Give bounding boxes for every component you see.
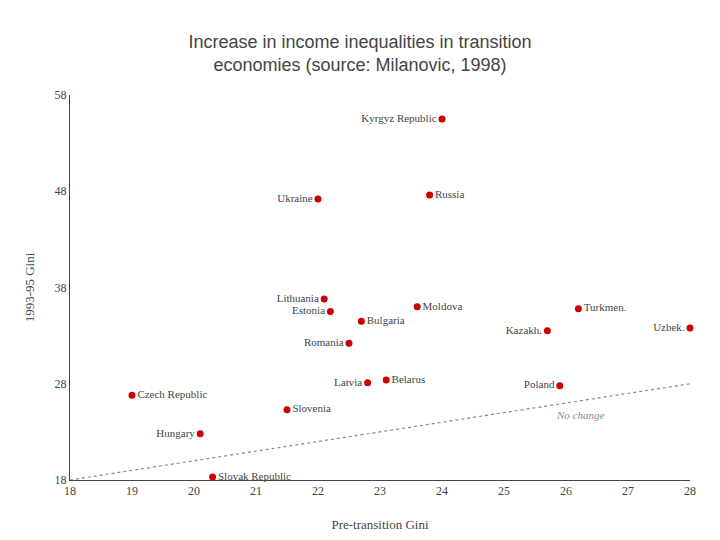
svg-text:Turkmen.: Turkmen.	[584, 301, 627, 313]
svg-text:28: 28	[55, 377, 67, 391]
svg-text:19: 19	[126, 484, 138, 498]
svg-text:Uzbek.: Uzbek.	[653, 321, 685, 333]
svg-text:25: 25	[498, 484, 510, 498]
svg-text:23: 23	[374, 484, 386, 498]
svg-text:Hungary: Hungary	[156, 427, 195, 439]
svg-text:Slovenia: Slovenia	[292, 402, 331, 414]
svg-text:38: 38	[55, 281, 67, 295]
svg-text:27: 27	[622, 484, 634, 498]
svg-text:28: 28	[684, 484, 696, 498]
svg-text:Kyrgyz Republic: Kyrgyz Republic	[361, 112, 436, 124]
svg-text:26: 26	[560, 484, 572, 498]
svg-text:Moldova: Moldova	[423, 300, 463, 312]
svg-text:Czech Republic: Czech Republic	[137, 388, 207, 400]
svg-text:18: 18	[64, 484, 76, 498]
svg-text:58: 58	[55, 88, 67, 102]
svg-text:Increase in income inequalitie: Increase in income inequalities in trans…	[188, 32, 531, 75]
svg-text:Belarus: Belarus	[392, 373, 426, 385]
svg-text:24: 24	[436, 484, 448, 498]
svg-text:1993-95 Gini: 1993-95 Gini	[22, 252, 37, 322]
svg-text:Latvia: Latvia	[334, 376, 362, 388]
svg-text:Pre-transition Gini: Pre-transition Gini	[331, 517, 429, 532]
svg-text:Bulgaria: Bulgaria	[367, 314, 405, 326]
svg-text:Russia: Russia	[435, 188, 464, 200]
svg-text:Estonia: Estonia	[292, 304, 325, 316]
svg-text:20: 20	[188, 484, 200, 498]
svg-text:No change: No change	[556, 409, 604, 421]
svg-text:Lithuania: Lithuania	[277, 292, 319, 304]
svg-text:18: 18	[55, 473, 67, 487]
svg-text:Poland: Poland	[524, 378, 555, 390]
svg-text:48: 48	[55, 184, 67, 198]
svg-text:Kazakh.: Kazakh.	[506, 324, 543, 336]
svg-text:Slovak Republic: Slovak Republic	[218, 470, 291, 482]
svg-text:Ukraine: Ukraine	[277, 192, 313, 204]
svg-text:Romania: Romania	[304, 336, 344, 348]
svg-text:22: 22	[312, 484, 324, 498]
svg-text:21: 21	[250, 484, 262, 498]
